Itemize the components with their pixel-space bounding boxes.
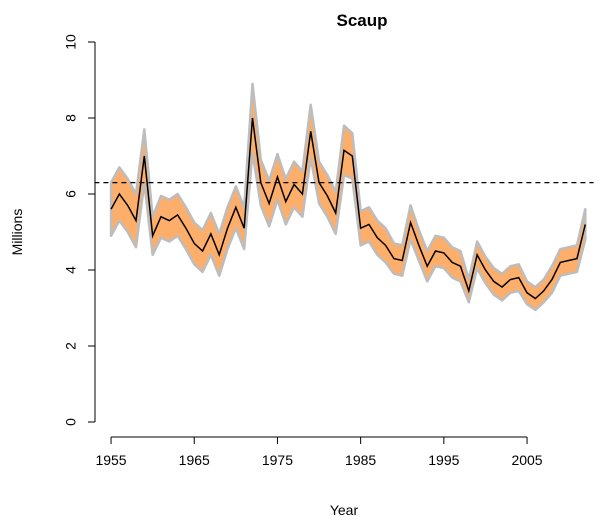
x-tick-label: 1955 <box>95 452 126 468</box>
x-tick-label: 1985 <box>345 452 376 468</box>
y-tick-label: 2 <box>63 342 79 350</box>
x-tick-label: 2005 <box>511 452 542 468</box>
x-tick-label: 1995 <box>428 452 459 468</box>
x-tick-label: 1965 <box>179 452 210 468</box>
chart-title: Scaup <box>336 11 387 30</box>
y-tick-label: 6 <box>63 190 79 198</box>
y-tick-label: 10 <box>63 34 79 50</box>
x-axis-title: Year <box>330 502 359 518</box>
y-axis-title: Millions <box>9 209 25 256</box>
data-line <box>110 117 587 300</box>
confidence-band <box>109 82 587 312</box>
y-tick-label: 0 <box>63 418 79 426</box>
y-tick-label: 4 <box>63 266 79 274</box>
x-tick-label: 1975 <box>262 452 293 468</box>
y-tick-label: 8 <box>63 114 79 122</box>
